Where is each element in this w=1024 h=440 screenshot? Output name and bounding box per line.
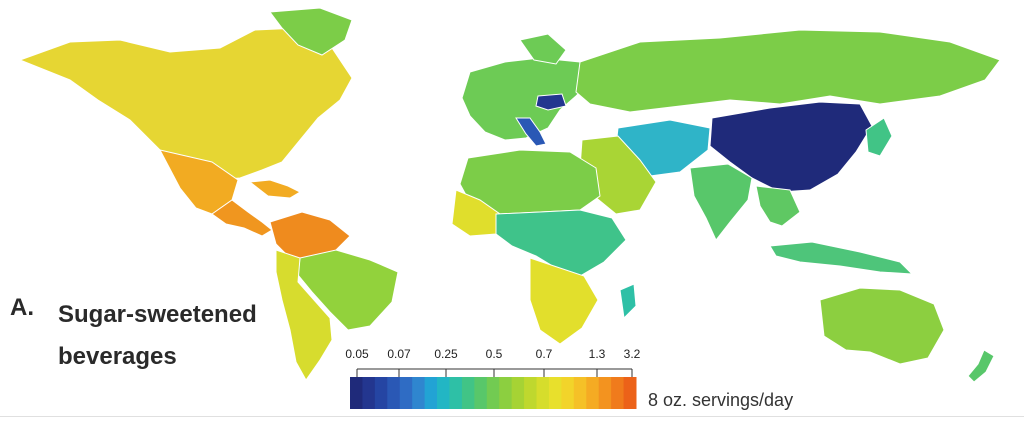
legend-swatch xyxy=(536,377,550,409)
legend-tick-label: 3.2 xyxy=(623,347,641,361)
panel-title-line-1: Sugar-sweetened xyxy=(58,301,257,328)
legend-swatch xyxy=(561,377,575,409)
region-scandinavia xyxy=(519,33,567,65)
legend-swatch xyxy=(524,377,538,409)
legend-swatch xyxy=(362,377,376,409)
legend-swatch xyxy=(623,377,637,409)
legend-tick-label: 0.25 xyxy=(434,347,458,361)
region-central-africa xyxy=(495,209,627,277)
region-north-america xyxy=(18,27,353,181)
region-southern-south-america xyxy=(275,249,333,381)
legend-swatch xyxy=(374,377,388,409)
region-new-zealand xyxy=(967,349,995,383)
region-southeast-asia xyxy=(755,185,801,227)
legend-swatch xyxy=(412,377,426,409)
region-indonesia xyxy=(769,241,914,275)
region-russia xyxy=(575,29,1001,113)
region-australia xyxy=(819,287,945,365)
legend-swatch xyxy=(424,377,438,409)
region-greenland xyxy=(269,7,353,56)
legend-tick-label: 0.07 xyxy=(387,347,411,361)
panel-title: Sugar-sweetened beverages xyxy=(58,294,257,378)
region-madagascar xyxy=(619,283,637,320)
legend-unit-label: 8 oz. servings/day xyxy=(648,390,794,410)
region-india xyxy=(689,163,753,241)
legend-swatch xyxy=(449,377,463,409)
region-poland xyxy=(535,93,567,111)
legend-swatch xyxy=(586,377,600,409)
bottom-divider xyxy=(0,416,1024,417)
legend-swatch xyxy=(387,377,401,409)
legend-swatch xyxy=(399,377,413,409)
legend-swatch xyxy=(598,377,612,409)
legend-swatch xyxy=(548,377,562,409)
legend-tick-label: 0.05 xyxy=(345,347,369,361)
region-brazil xyxy=(297,249,399,331)
region-southern-africa xyxy=(529,257,599,345)
legend-tick-label: 0.7 xyxy=(535,347,553,361)
legend-color-bar xyxy=(350,368,637,409)
legend-swatch xyxy=(499,377,513,409)
panel-title-line-2: beverages xyxy=(58,343,177,370)
color-legend: 0.05 0.07 0.25 0.5 0.7 1.3 3.2 xyxy=(345,345,641,415)
region-italy xyxy=(515,117,547,147)
legend-tick-labels: 0.05 0.07 0.25 0.5 0.7 1.3 3.2 xyxy=(345,345,641,365)
region-caribbean xyxy=(248,179,302,199)
legend-tick-label: 1.3 xyxy=(588,347,606,361)
legend-swatch xyxy=(474,377,488,409)
legend-swatch xyxy=(573,377,587,409)
legend-swatch xyxy=(437,377,450,409)
panel-letter: A. xyxy=(10,294,34,321)
legend-swatch xyxy=(486,377,500,409)
legend-tick-label: 0.5 xyxy=(485,347,503,361)
legend-swatch xyxy=(511,377,525,409)
legend-swatch xyxy=(461,377,475,409)
legend-swatch xyxy=(611,377,625,409)
region-japan xyxy=(865,117,893,157)
region-china xyxy=(709,101,873,193)
legend-swatch xyxy=(350,377,363,409)
